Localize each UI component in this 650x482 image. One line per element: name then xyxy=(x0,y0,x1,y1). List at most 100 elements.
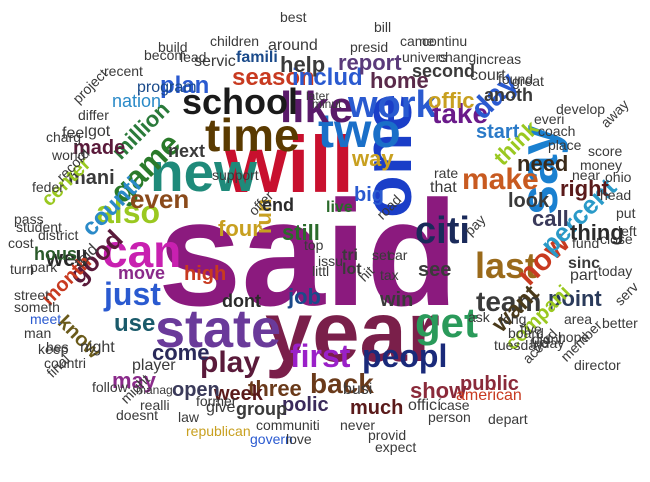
word-195: depart xyxy=(488,411,528,427)
word-130: long xyxy=(500,311,527,327)
word-83: big xyxy=(354,184,384,206)
word-94: player xyxy=(132,357,176,374)
word-26: take xyxy=(432,98,489,129)
word-97: famili xyxy=(236,49,278,66)
word-187: put xyxy=(616,205,636,221)
word-25: back xyxy=(310,368,374,399)
word-146: continu xyxy=(422,33,468,49)
word-40: show xyxy=(410,378,467,403)
word-178: littl xyxy=(312,263,330,279)
word-113: doesnt xyxy=(116,407,159,423)
word-59: point xyxy=(548,286,602,311)
word-109: keep xyxy=(38,341,69,357)
word-21: play xyxy=(200,346,261,379)
word-115: republican xyxy=(186,423,251,439)
word-121: expect xyxy=(375,439,417,455)
word-10: school xyxy=(182,81,299,122)
word-90: american xyxy=(456,387,522,404)
word-114: law xyxy=(178,409,200,425)
word-93: give xyxy=(206,399,236,416)
word-74: dont xyxy=(222,291,261,311)
word-67: public xyxy=(460,373,519,395)
word-190: today xyxy=(598,263,633,279)
word-47: hous xyxy=(34,244,77,264)
word-99: servic xyxy=(194,53,236,70)
word-123: case xyxy=(440,397,470,413)
word-101: program xyxy=(137,79,197,96)
word-20: last xyxy=(475,245,538,286)
word-106: street xyxy=(14,287,50,303)
word-131: ask xyxy=(468,309,490,325)
word-28: season xyxy=(232,64,315,91)
word-15: make xyxy=(462,163,539,196)
word-86: part xyxy=(570,267,598,284)
word-38: team xyxy=(476,286,542,317)
word-35: come xyxy=(152,340,210,365)
word-102: got xyxy=(88,123,111,140)
word-166: student xyxy=(16,219,62,235)
word-122: person xyxy=(428,409,471,425)
word-134: ohio xyxy=(605,169,632,185)
word-8: like xyxy=(280,83,354,132)
word-7: state xyxy=(155,299,282,359)
word-19: peopl xyxy=(362,338,448,374)
word-55: made xyxy=(73,137,126,159)
word-42: need xyxy=(517,151,569,176)
word-52: help xyxy=(280,52,326,77)
word-116: communiti xyxy=(256,417,320,433)
word-196: tuesday xyxy=(494,337,544,353)
word-185: fund xyxy=(572,235,600,251)
word-103: feel xyxy=(62,125,88,142)
word-37: week xyxy=(214,383,263,405)
word-132: board xyxy=(508,325,544,341)
word-80: lot xyxy=(342,261,362,278)
word-149: univers xyxy=(402,49,448,65)
word-148: increas xyxy=(476,51,522,67)
word-151: found xyxy=(498,71,534,87)
word-120: provid xyxy=(368,427,407,443)
word-50: four xyxy=(218,216,261,241)
word-168: turn xyxy=(10,261,35,277)
word-124: director xyxy=(574,357,621,373)
word-30: home xyxy=(370,68,429,93)
word-54: way xyxy=(352,146,394,171)
word-66: much xyxy=(350,397,404,419)
word-81: tri xyxy=(342,247,358,264)
word-16: citi xyxy=(415,210,470,252)
word-136: money xyxy=(580,157,623,173)
word-29: includ xyxy=(292,64,363,91)
word-87: second xyxy=(412,61,476,81)
word-18: first xyxy=(290,338,351,374)
word-72: high xyxy=(184,263,227,285)
word-34: use xyxy=(114,310,156,337)
word-156: becom xyxy=(144,47,187,63)
word-70: job xyxy=(288,284,321,309)
word-92: busi xyxy=(343,381,373,398)
word-159: project xyxy=(69,65,111,107)
word-69: open xyxy=(172,379,220,401)
word-198: manag xyxy=(136,383,173,397)
word-12: also xyxy=(96,194,161,230)
word-139: place xyxy=(548,137,582,153)
word-161: world xyxy=(52,147,86,163)
word-82: live xyxy=(326,199,353,216)
word-41: call xyxy=(532,206,569,231)
word-172: realli xyxy=(140,397,170,413)
word-9: work xyxy=(348,84,437,126)
word-49: still xyxy=(282,220,320,245)
word-107: meet xyxy=(30,311,62,327)
word-181: set xyxy=(372,247,391,263)
word-165: pass xyxy=(14,211,44,227)
word-127: better xyxy=(602,315,638,331)
word-62: right xyxy=(560,176,609,201)
word-167: cost xyxy=(8,235,34,251)
word-32: even xyxy=(130,184,190,214)
word-141: later xyxy=(306,89,330,103)
word-2: year xyxy=(265,285,440,380)
word-128: didnt xyxy=(532,331,563,347)
word-4: new xyxy=(150,141,257,203)
word-173: former xyxy=(196,393,237,409)
word-53: report xyxy=(338,50,402,75)
word-105: park xyxy=(30,259,58,275)
word-176: top xyxy=(304,237,324,253)
